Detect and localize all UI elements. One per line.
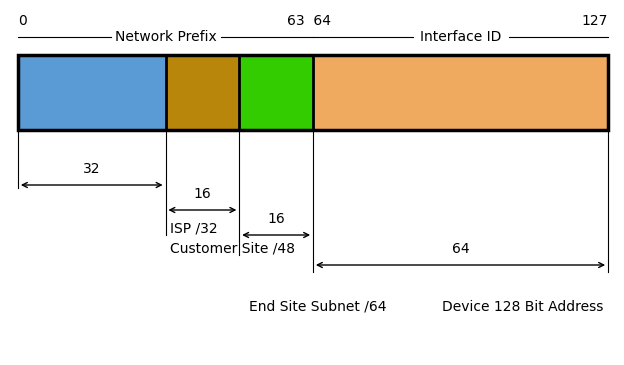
Text: ISP /32: ISP /32: [170, 222, 217, 236]
Bar: [239, 55, 313, 130]
Text: Network Prefix: Network Prefix: [115, 30, 217, 44]
Text: End Site Subnet /64: End Site Subnet /64: [249, 300, 387, 314]
Bar: [18, 55, 608, 130]
Text: Interface ID: Interface ID: [420, 30, 501, 44]
Bar: [18, 55, 165, 130]
Bar: [313, 55, 608, 130]
Text: 32: 32: [83, 162, 100, 176]
Text: Device 128 Bit Address: Device 128 Bit Address: [442, 300, 603, 314]
Text: 127: 127: [582, 14, 608, 28]
Bar: [165, 55, 239, 130]
Text: 63  64: 63 64: [286, 14, 331, 28]
Text: 64: 64: [452, 242, 469, 256]
Text: 0: 0: [18, 14, 27, 28]
Text: Customer Site /48: Customer Site /48: [170, 242, 295, 256]
Text: 16: 16: [267, 212, 285, 226]
Text: 16: 16: [193, 187, 212, 201]
